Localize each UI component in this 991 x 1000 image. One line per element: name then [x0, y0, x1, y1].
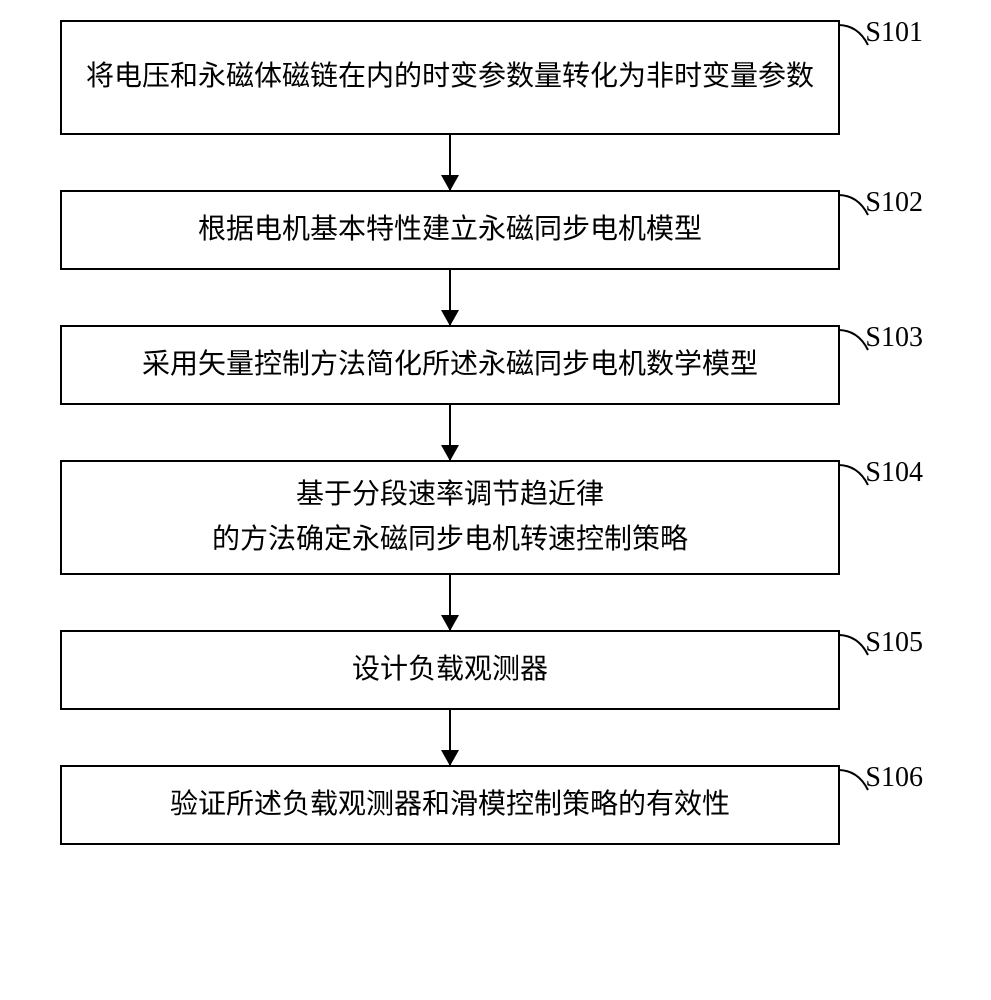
step-label-5: S105 — [865, 627, 923, 659]
arrow-3 — [60, 405, 840, 460]
step-text-3: 采用矢量控制方法简化所述永磁同步电机数学模型 — [142, 343, 758, 388]
step-box-6: 验证所述负载观测器和滑模控制策略的有效性 S106 — [60, 765, 840, 845]
step-label-6: S106 — [865, 762, 923, 794]
step-label-2: S102 — [865, 187, 923, 219]
arrow-4 — [60, 575, 840, 630]
step-label-3: S103 — [865, 322, 923, 354]
step-text-5: 设计负载观测器 — [352, 648, 548, 693]
step-label-4: S104 — [865, 457, 923, 489]
step-box-3: 采用矢量控制方法简化所述永磁同步电机数学模型 S103 — [60, 325, 840, 405]
step-box-4: 基于分段速率调节趋近律 的方法确定永磁同步电机转速控制策略 S104 — [60, 460, 840, 575]
step-text-2: 根据电机基本特性建立永磁同步电机模型 — [198, 208, 702, 253]
arrow-5 — [60, 710, 840, 765]
step-text-6: 验证所述负载观测器和滑模控制策略的有效性 — [170, 783, 730, 828]
arrow-1 — [60, 135, 840, 190]
step-box-5: 设计负载观测器 S105 — [60, 630, 840, 710]
step-box-2: 根据电机基本特性建立永磁同步电机模型 S102 — [60, 190, 840, 270]
step-label-1: S101 — [865, 17, 923, 49]
step-text-4: 基于分段速率调节趋近律 的方法确定永磁同步电机转速控制策略 — [212, 473, 688, 563]
arrow-2 — [60, 270, 840, 325]
step-text-1: 将电压和永磁体磁链在内的时变参数量转化为非时变量参数 — [86, 55, 814, 100]
step-box-1: 将电压和永磁体磁链在内的时变参数量转化为非时变量参数 S101 — [60, 20, 840, 135]
flowchart-container: 将电压和永磁体磁链在内的时变参数量转化为非时变量参数 S101 根据电机基本特性… — [60, 20, 940, 845]
